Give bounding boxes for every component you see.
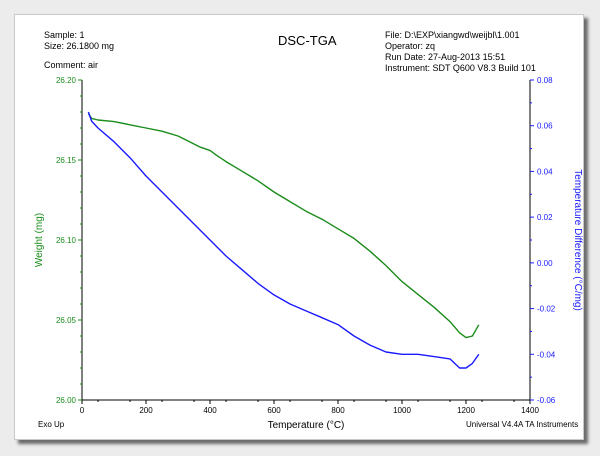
y-right-tick-label-1: -0.04 xyxy=(537,350,556,359)
y-right-axis-label: Temperature Difference (°C/mg) xyxy=(572,169,583,311)
x-tick-label-1: 200 xyxy=(139,406,153,415)
instrument-label: Instrument: SDT Q600 V8.3 Build 101 xyxy=(385,63,536,73)
file-label: File: D:\EXP\xiangwd\weijbl\1.001 xyxy=(385,30,520,40)
x-tick-label-4: 800 xyxy=(331,406,345,415)
x-tick-label-3: 600 xyxy=(267,406,281,415)
software-label: Universal V4.4A TA Instruments xyxy=(466,420,579,429)
x-tick-label-6: 1200 xyxy=(457,406,475,415)
y-left-axis-label: Weight (mg) xyxy=(34,213,45,267)
x-tick-label-5: 1000 xyxy=(393,406,411,415)
y-left-tick-label-1: 26.05 xyxy=(56,316,77,325)
run-date-label: Run Date: 27-Aug-2013 15:51 xyxy=(385,52,506,62)
report-frame xyxy=(14,14,584,440)
y-left-tick-label-0: 26.00 xyxy=(56,396,77,405)
x-tick-label-2: 400 xyxy=(203,406,217,415)
chart-title: DSC-TGA xyxy=(278,33,337,48)
exo-up-label: Exo Up xyxy=(38,420,65,429)
y-left-tick-label-3: 26.15 xyxy=(56,156,77,165)
y-left-tick-label-4: 26.20 xyxy=(56,76,77,85)
weight-series-line xyxy=(87,113,480,339)
y-right-tick-label-3: 0.00 xyxy=(537,259,553,268)
y-right-tick-label-6: 0.06 xyxy=(537,122,553,131)
sample-info: Sample: 1 Size: 26.1800 mg xyxy=(44,30,114,52)
y-right-tick-label-2: -0.02 xyxy=(537,305,556,314)
ticks: 0 200 400 600 800 1000 1200 1400 26.00 26.05 26.10… xyxy=(56,76,556,415)
x-tick-label-7: 1400 xyxy=(521,406,539,415)
operator-label: Operator: zq xyxy=(385,41,436,51)
size-label: Size: 26.1800 mg xyxy=(44,41,115,51)
y-right-tick-label-7: 0.08 xyxy=(537,76,553,85)
y-right-tick-label-4: 0.02 xyxy=(537,213,553,222)
comment-label: Comment: air xyxy=(44,60,99,70)
x-tick-label-0: 0 xyxy=(80,406,85,415)
series xyxy=(87,111,480,369)
temp-diff-series-line xyxy=(87,111,480,369)
y-right-tick-label-0: -0.06 xyxy=(537,396,556,405)
sample-label: Sample: 1 xyxy=(44,30,85,40)
run-info: File: D:\EXP\xiangwd\weijbl\1.001 Operat… xyxy=(385,30,536,74)
y-right-tick-label-5: 0.04 xyxy=(537,167,553,176)
y-left-tick-label-2: 26.10 xyxy=(56,236,77,245)
x-axis-label: Temperature (°C) xyxy=(268,420,345,431)
